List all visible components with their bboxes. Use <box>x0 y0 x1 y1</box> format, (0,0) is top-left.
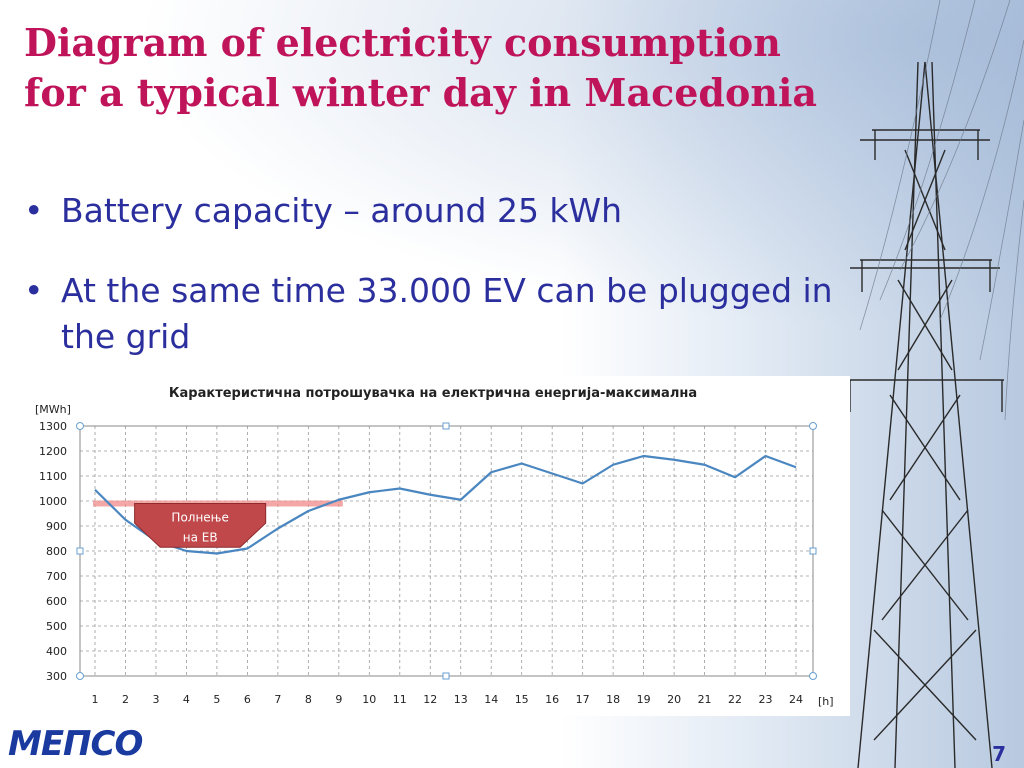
selection-handle <box>809 547 817 555</box>
y-tick-label: 1000 <box>39 495 67 508</box>
x-tick-label: 11 <box>393 693 407 706</box>
y-tick-label: 1200 <box>39 445 67 458</box>
x-tick-label: 17 <box>576 693 590 706</box>
selection-handle <box>442 422 450 430</box>
slide-title-line-1: Diagram of electricity consumption <box>24 20 781 65</box>
x-tick-label: 7 <box>274 693 281 706</box>
background-sky-top <box>0 0 1024 380</box>
slide-title-line-2: for a typical winter day in Macedonia <box>24 70 818 115</box>
x-tick-label: 10 <box>362 693 376 706</box>
x-tick-label: 23 <box>759 693 773 706</box>
selection-handle <box>76 672 84 680</box>
x-tick-label: 8 <box>305 693 312 706</box>
x-tick-label: 14 <box>484 693 498 706</box>
y-tick-label: 1100 <box>39 470 67 483</box>
bullet-item-ev-count: • At the same time 33.000 EV can be plug… <box>24 268 864 360</box>
selection-handle <box>76 422 84 430</box>
consumption-chart: Карактеристична потрошувачка на електрич… <box>0 376 850 716</box>
callout-shape <box>134 503 267 548</box>
y-axis-unit-label: [MWh] <box>35 403 71 416</box>
y-tick-label: 400 <box>46 645 67 658</box>
chart-background <box>0 376 850 716</box>
x-tick-label: 2 <box>122 693 129 706</box>
x-tick-label: 3 <box>152 693 159 706</box>
charging-callout: Полнење на ЕВ <box>134 503 267 548</box>
bullet-text: At the same time 33.000 EV can be plugge… <box>61 271 833 356</box>
y-tick-label: 300 <box>46 670 67 683</box>
consumption-chart-svg: Карактеристична потрошувачка на електрич… <box>0 376 850 716</box>
y-tick-label: 800 <box>46 545 67 558</box>
selection-handle <box>442 672 450 680</box>
bullet-item-battery: • Battery capacity – around 25 kWh <box>24 188 864 234</box>
x-tick-label: 9 <box>335 693 342 706</box>
x-tick-label: 13 <box>454 693 468 706</box>
y-tick-label: 600 <box>46 595 67 608</box>
x-tick-label: 12 <box>423 693 437 706</box>
bullet-list: • Battery capacity – around 25 kWh • At … <box>24 188 864 394</box>
bullet-text: Battery capacity – around 25 kWh <box>61 191 623 230</box>
callout-text-line-1: Полнење <box>171 511 228 525</box>
x-tick-label: 1 <box>92 693 99 706</box>
slide-title: Diagram of electricity consumption for a… <box>24 18 924 118</box>
selection-handle <box>809 672 817 680</box>
y-tick-label: 500 <box>46 620 67 633</box>
x-tick-label: 21 <box>698 693 712 706</box>
x-tick-label: 22 <box>728 693 742 706</box>
x-tick-label: 5 <box>213 693 220 706</box>
x-tick-label: 16 <box>545 693 559 706</box>
bullet-dot-icon: • <box>24 271 44 310</box>
page-number: 7 <box>992 742 1006 766</box>
chart-selection-handles <box>76 422 817 680</box>
chart-title: Карактеристична потрошувачка на електрич… <box>169 386 697 401</box>
chart-series <box>94 454 797 555</box>
x-axis-unit-label: [h] <box>818 695 834 708</box>
x-tick-label: 6 <box>244 693 251 706</box>
y-tick-label: 700 <box>46 570 67 583</box>
mepso-logo: МЕПСО <box>8 724 143 764</box>
selection-handle <box>76 547 84 555</box>
y-tick-label: 900 <box>46 520 67 533</box>
y-tick-label: 1300 <box>39 420 67 433</box>
x-tick-label: 20 <box>667 693 681 706</box>
x-tick-label: 24 <box>789 693 803 706</box>
x-tick-label: 15 <box>515 693 529 706</box>
bullet-dot-icon: • <box>24 191 44 230</box>
selection-handle <box>809 422 817 430</box>
x-tick-label: 4 <box>183 693 190 706</box>
series-line <box>94 454 797 555</box>
x-tick-label: 18 <box>606 693 620 706</box>
callout-text-line-2: на ЕВ <box>183 531 218 545</box>
x-tick-label: 19 <box>637 693 651 706</box>
